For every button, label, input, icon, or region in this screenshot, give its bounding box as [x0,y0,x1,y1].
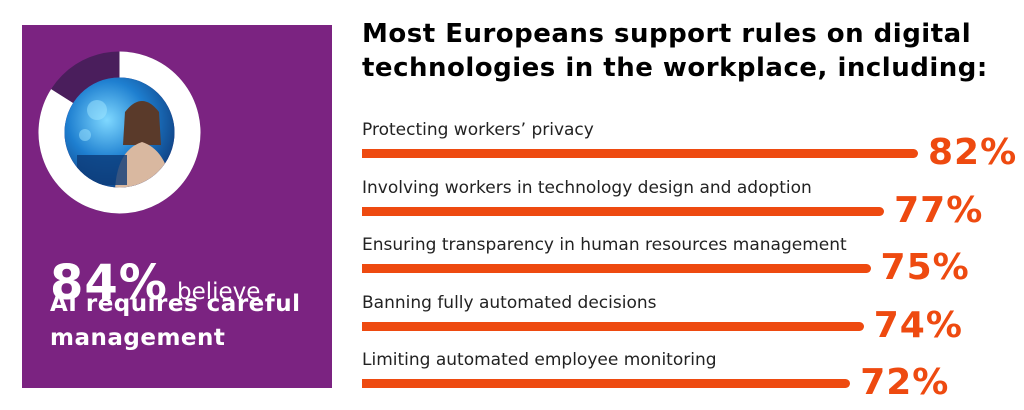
bar [362,264,871,273]
stat-word: believe [176,279,261,305]
stat-description-line1: AI requires careful [50,291,301,317]
bar-label: Banning fully automated decisions [362,292,657,313]
bar-value-label: 74% [873,304,963,346]
bar-value-label: 72% [860,362,950,403]
bar [362,321,864,331]
chart-title: Most Europeans support rules on digital … [362,17,1012,85]
bar-row: Banning fully automated decisions 74% [362,293,1022,353]
bar-row: Protecting workers’ privacy 82% [362,120,1022,180]
title-line1: Most Europeans support rules on digital [362,19,972,49]
stat-description-line2: management [50,325,226,351]
bar-label: Protecting workers’ privacy [362,120,594,140]
stat-percent: 84% [50,255,168,311]
main-stat: 84% believe [50,255,260,311]
bar-label: Limiting automated employee monitoring [362,350,717,370]
bar-label: Involving workers in technology design a… [362,177,812,198]
donut-arc [38,51,201,214]
bar [362,379,851,388]
bar [362,149,918,158]
bar-value-label: 77% [894,189,984,231]
bar-value-label: 82% [928,132,1018,173]
bar-row: Involving workers in technology design a… [362,178,1022,238]
bar-label: Ensuring transparency in human resources… [362,235,847,255]
donut-chart [38,51,201,214]
bar-value-label: 75% [880,247,970,288]
bar [362,206,885,216]
title-line2: technologies in the workplace, including… [362,53,988,83]
bar-row: Ensuring transparency in human resources… [362,235,1022,295]
bar-row: Limiting automated employee monitoring 72… [362,350,1022,410]
stat-panel: 84% believe AI requires careful manageme… [22,25,332,388]
